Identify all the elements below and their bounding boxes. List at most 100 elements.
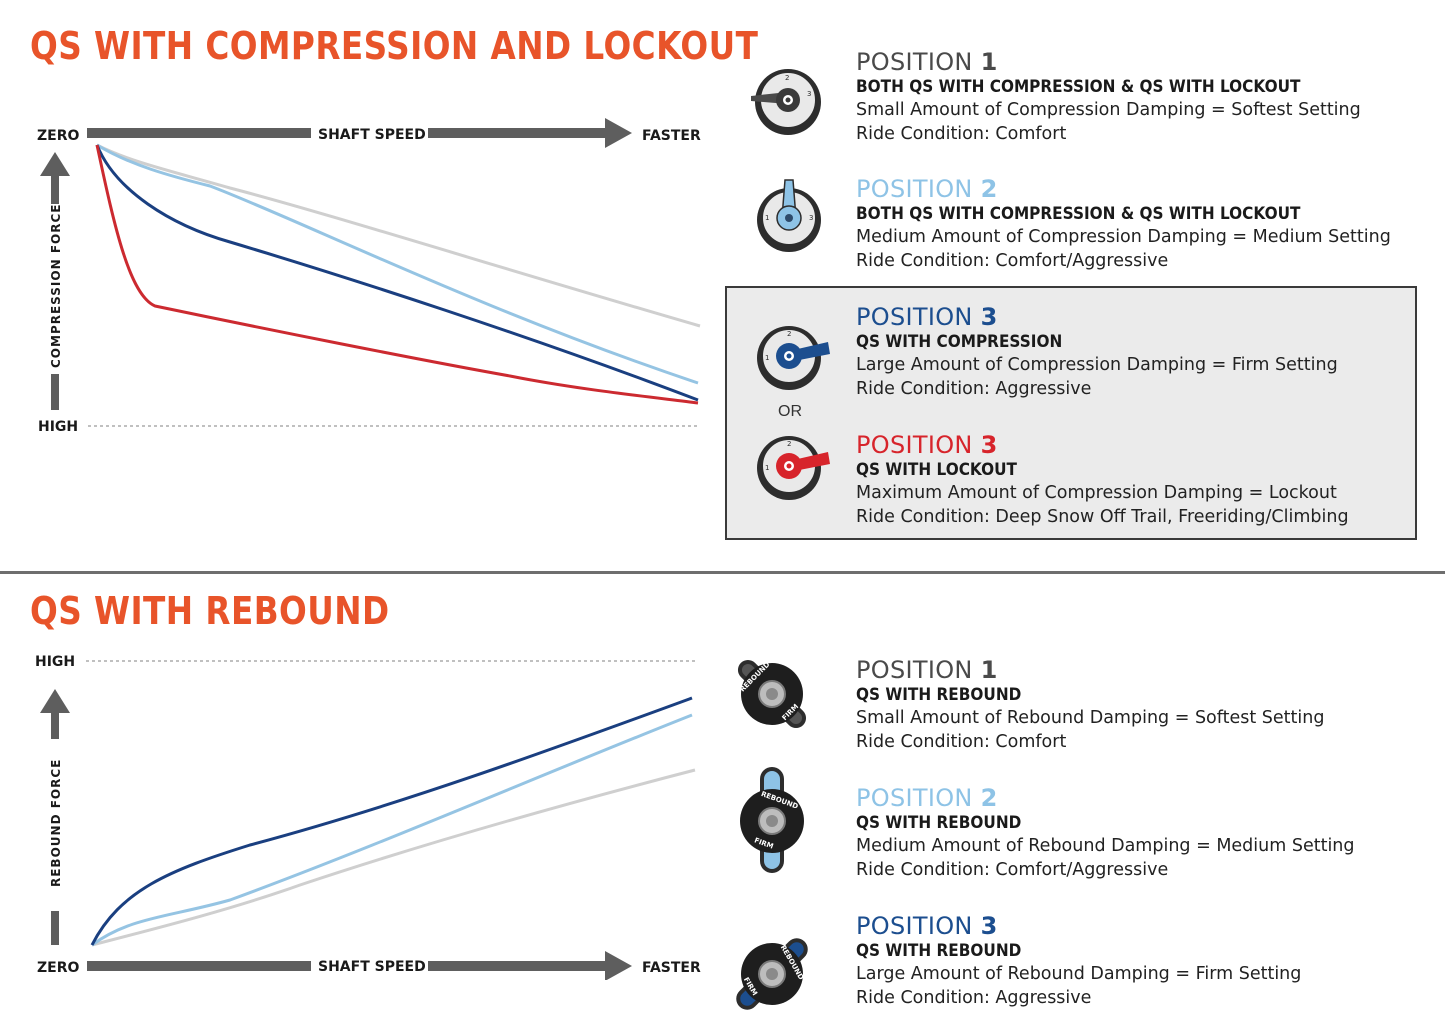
- compression-force-label: COMPRESSION FORCE: [49, 204, 63, 368]
- position-damping-text: Small Amount of Rebound Damping = Softes…: [856, 708, 1325, 728]
- force-arrowhead: [40, 152, 70, 176]
- position-subtitle: QS WITH COMPRESSION: [856, 332, 1063, 352]
- svg-text:1: 1: [765, 354, 769, 362]
- position-3-options-box: [725, 286, 1417, 540]
- rebound-section-title: QS WITH REBOUND: [30, 589, 390, 633]
- position-word: POSITION: [856, 784, 973, 812]
- compression-position-1: POSITION 1 BOTH QS WITH COMPRESSION & QS…: [856, 48, 1441, 146]
- force-arrow-top-bar: [51, 711, 59, 739]
- position-word: POSITION: [856, 656, 973, 684]
- zero-label: ZERO: [37, 960, 79, 976]
- shaft-speed-arrowhead: [605, 118, 632, 148]
- position-subtitle: QS WITH REBOUND: [856, 941, 1022, 961]
- gray-rebound-knob-icon: REBOUND FIRM: [737, 659, 807, 729]
- svg-text:1: 1: [765, 214, 769, 222]
- force-arrow-bottom-bar: [51, 374, 59, 410]
- position-word: POSITION: [856, 431, 973, 459]
- rebound-position-2-curve: [91, 713, 693, 947]
- faster-label: FASTER: [642, 128, 701, 144]
- position-1-curve: [96, 143, 701, 328]
- shaft-speed-label: SHAFT SPEED: [318, 127, 426, 143]
- position-subtitle: QS WITH REBOUND: [856, 685, 1022, 705]
- position-ride-condition: Ride Condition: Comfort: [856, 124, 1067, 144]
- position-ride-condition: Ride Condition: Comfort/Aggressive: [856, 860, 1169, 880]
- position-subtitle: BOTH QS WITH COMPRESSION & QS WITH LOCKO…: [856, 77, 1301, 97]
- position-subtitle: QS WITH REBOUND: [856, 813, 1022, 833]
- position-damping-text: Medium Amount of Rebound Damping = Mediu…: [856, 836, 1355, 856]
- section-divider: [0, 571, 1445, 574]
- position-heading: POSITION 3: [856, 912, 1441, 940]
- high-label: HIGH: [38, 419, 78, 435]
- force-arrowhead: [40, 689, 70, 713]
- svg-text:2: 2: [787, 440, 791, 448]
- high-label: HIGH: [35, 654, 75, 670]
- position-heading: POSITION 1: [856, 656, 1441, 684]
- position-heading: POSITION 2: [856, 175, 1441, 203]
- position-number: 3: [980, 912, 998, 940]
- position-subtitle: BOTH QS WITH COMPRESSION & QS WITH LOCKO…: [856, 204, 1301, 224]
- svg-text:1: 1: [765, 464, 769, 472]
- position-damping-text: Small Amount of Compression Damping = So…: [856, 100, 1361, 120]
- faster-label: FASTER: [642, 960, 701, 976]
- rebound-position-2: POSITION 2 QS WITH REBOUND Medium Amount…: [856, 784, 1441, 882]
- position-subtitle: QS WITH LOCKOUT: [856, 460, 1017, 480]
- svg-text:2: 2: [787, 330, 791, 338]
- position-3-lockout-curve: [95, 144, 699, 405]
- position-ride-condition: Ride Condition: Comfort/Aggressive: [856, 251, 1169, 271]
- position-ride-condition: Ride Condition: Aggressive: [856, 379, 1092, 399]
- shaft-speed-arrow-left-bar: [87, 128, 311, 138]
- rebound-position-1: POSITION 1 QS WITH REBOUND Small Amount …: [856, 656, 1441, 754]
- compression-position-3-compression: POSITION 3 QS WITH COMPRESSION Large Amo…: [856, 303, 1441, 401]
- svg-text:3: 3: [809, 214, 813, 222]
- position-damping-text: Medium Amount of Compression Damping = M…: [856, 227, 1391, 247]
- position-word: POSITION: [856, 303, 973, 331]
- position-number: 3: [980, 303, 998, 331]
- rebound-force-label: REBOUND FORCE: [49, 759, 63, 887]
- shaft-speed-arrow-right-bar: [428, 961, 608, 971]
- position-number: 2: [980, 784, 998, 812]
- rebound-position-1-curve: [91, 768, 696, 947]
- position-heading: POSITION 1: [856, 48, 1441, 76]
- position-2-curve: [96, 143, 699, 385]
- position-word: POSITION: [856, 48, 973, 76]
- position-number: 1: [980, 656, 998, 684]
- red-lockout-knob-icon: 2 1: [757, 436, 830, 500]
- shaft-speed-arrow-right-bar: [428, 128, 608, 138]
- shaft-speed-label: SHAFT SPEED: [318, 959, 426, 975]
- position-heading: POSITION 2: [856, 784, 1441, 812]
- compression-position-2: POSITION 2 BOTH QS WITH COMPRESSION & QS…: [856, 175, 1441, 273]
- position-damping-text: Maximum Amount of Compression Damping = …: [856, 483, 1337, 503]
- lightblue-compression-knob-icon: 1 3: [757, 179, 821, 252]
- position-word: POSITION: [856, 175, 973, 203]
- gray-compression-knob-icon: 2 3: [751, 69, 821, 135]
- position-heading: POSITION 3: [856, 431, 1441, 459]
- compression-section-title: QS WITH COMPRESSION AND LOCKOUT: [30, 24, 759, 68]
- rebound-position-3-curve: [90, 696, 693, 946]
- compression-graph: ZERO SHAFT SPEED FASTER COMPRESSION FORC…: [0, 110, 720, 440]
- force-arrow-bottom-bar: [51, 911, 59, 945]
- force-arrow-top-bar: [51, 174, 59, 204]
- rebound-position-3: POSITION 3 QS WITH REBOUND Large Amount …: [856, 912, 1441, 1010]
- position-ride-condition: Ride Condition: Deep Snow Off Trail, Fre…: [856, 507, 1349, 527]
- svg-text:2: 2: [785, 74, 789, 82]
- position-damping-text: Large Amount of Compression Damping = Fi…: [856, 355, 1338, 375]
- position-word: POSITION: [856, 912, 973, 940]
- position-ride-condition: Ride Condition: Aggressive: [856, 988, 1092, 1008]
- shaft-speed-arrow-left-bar: [87, 961, 311, 971]
- position-3-compression-curve: [95, 144, 699, 402]
- position-number: 2: [980, 175, 998, 203]
- zero-label: ZERO: [37, 128, 79, 144]
- or-label: OR: [778, 403, 802, 420]
- darkblue-rebound-knob-icon: REBOUND FIRM: [736, 938, 808, 1010]
- compression-position-3-lockout: POSITION 3 QS WITH LOCKOUT Maximum Amoun…: [856, 431, 1441, 529]
- lightblue-rebound-knob-icon: REBOUND FIRM: [740, 767, 804, 873]
- position-damping-text: Large Amount of Rebound Damping = Firm S…: [856, 964, 1302, 984]
- darkblue-compression-knob-icon: 2 1: [757, 326, 830, 390]
- svg-text:3: 3: [807, 90, 811, 98]
- rebound-graph: HIGH REBOUND FORCE ZERO SHAFT SPEED FAST…: [0, 645, 720, 980]
- position-heading: POSITION 3: [856, 303, 1441, 331]
- shaft-speed-arrowhead: [605, 951, 632, 980]
- position-number: 3: [980, 431, 998, 459]
- position-ride-condition: Ride Condition: Comfort: [856, 732, 1067, 752]
- position-number: 1: [980, 48, 998, 76]
